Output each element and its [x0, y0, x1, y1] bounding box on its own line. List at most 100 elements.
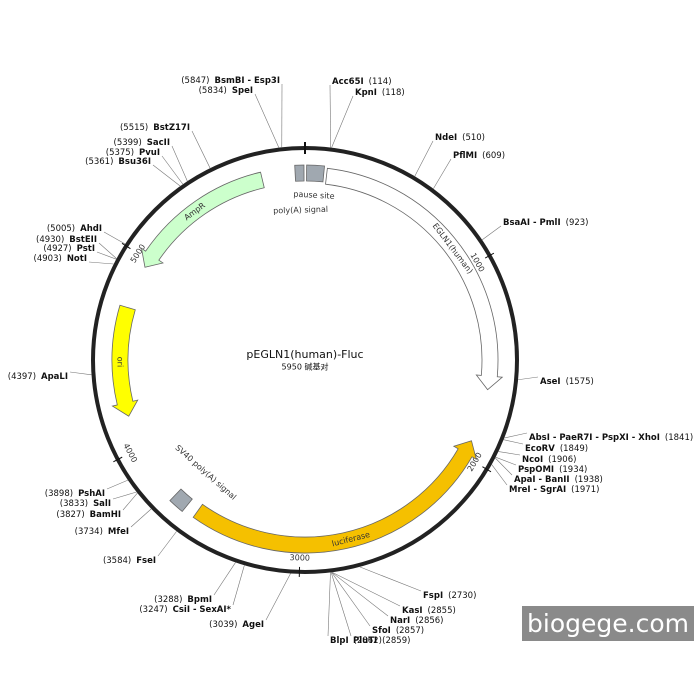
site-position: (5361) [85, 157, 113, 167]
tick-mark [121, 242, 131, 250]
site-label: FspI (2730) [423, 591, 476, 601]
site-position: (3584) [103, 556, 131, 566]
site-label: (4903) NotI [34, 254, 87, 264]
site-label: (5847) BsmBI - Esp3I [181, 76, 280, 86]
tick-mark [113, 456, 123, 463]
site-position: (609) [482, 151, 505, 161]
site-label: (5375) PvuI [106, 148, 160, 158]
site-leader [481, 225, 502, 241]
feature-label: poly(A) signal [273, 205, 328, 216]
site-position: (2862) [354, 636, 382, 646]
site-name: PstI [77, 244, 95, 254]
feature [192, 440, 477, 554]
site-name: BsaAI - PmlI [503, 218, 561, 228]
site-label: KpnI (118) [355, 88, 405, 98]
feature [111, 304, 139, 417]
site-leader [171, 145, 188, 182]
site-label: (5399) SacII [114, 138, 171, 148]
site-label: PflMI (609) [453, 151, 505, 161]
site-position: (4903) [34, 254, 62, 264]
site-label: (3247) CsiI - SexAI* [139, 605, 231, 615]
site-leader [331, 572, 389, 617]
site-name: PvuI [139, 148, 160, 158]
site-name: AgeI [242, 620, 264, 630]
site-label: KasI (2855) [402, 606, 456, 616]
site-name: SpeI [232, 86, 253, 96]
site-name: ApaLI [41, 372, 68, 382]
site-label: BsaAI - PmlI (923) [503, 218, 588, 228]
site-leader [331, 572, 371, 627]
site-label: (3039) AgeI [209, 620, 264, 630]
site-label: (5515) BstZ17I [120, 123, 190, 133]
site-position: (2730) [448, 591, 476, 601]
site-position: (1934) [559, 465, 587, 475]
site-leader [213, 562, 236, 596]
site-name: SfoI [372, 626, 391, 636]
site-name: SacII [147, 138, 170, 148]
site-label: Acc65I (114) [332, 77, 392, 87]
site-position: (5515) [120, 123, 148, 133]
site-name: BamHI [90, 510, 121, 520]
site-leader [495, 456, 517, 466]
site-label: (3898) PshAI [45, 489, 105, 499]
site-position: (5834) [199, 86, 227, 96]
site-position: (118) [382, 88, 405, 98]
site-label: EcoRV (1849) [525, 444, 588, 454]
site-leader [265, 573, 291, 621]
plasmid-name: pEGLN1(human)-Fluc [246, 348, 363, 361]
site-position: (4927) [43, 244, 71, 254]
site-leader [232, 565, 245, 606]
site-leader [106, 479, 129, 490]
site-leader [152, 164, 181, 187]
site-name: NotI [67, 254, 87, 264]
site-name: ApaI - BanII [514, 475, 570, 485]
site-leader [414, 140, 434, 177]
site-leader [98, 242, 117, 259]
site-position: (3039) [209, 620, 237, 630]
site-label: MreI - SgrAI (1971) [509, 485, 599, 495]
site-label: (5361) Bsu36I [85, 157, 151, 167]
site-leader [130, 508, 152, 528]
site-label: PluTI (2859) [353, 636, 410, 646]
site-position: (1849) [560, 444, 588, 454]
site-leader [122, 492, 138, 511]
site-name: Bsu36I [118, 157, 151, 167]
site-name: KasI [402, 606, 423, 616]
site-name: NarI [390, 616, 410, 626]
site-leader [330, 572, 352, 637]
watermark: biogege.com [527, 609, 689, 638]
site-name: MfeI [108, 527, 129, 537]
site-position: (5005) [47, 224, 75, 234]
site-position: (1938) [575, 475, 603, 485]
site-leader [359, 566, 422, 592]
site-leader [518, 376, 539, 381]
site-position: (1906) [548, 455, 576, 465]
feature [140, 171, 265, 268]
site-name: PluTI [353, 636, 377, 646]
site-name: EcoRV [525, 444, 555, 454]
site-position: (2856) [415, 616, 443, 626]
site-name: BstEII [69, 235, 97, 245]
site-name: BpmI [187, 595, 212, 605]
feature-label: pause site [293, 190, 335, 201]
site-position: (3734) [75, 527, 103, 537]
site-name: FspI [423, 591, 443, 601]
feature [294, 164, 305, 182]
site-position: (1575) [566, 377, 594, 387]
site-leader [103, 231, 126, 245]
site-position: (4397) [8, 372, 36, 382]
site-label: (3827) BamHI [56, 510, 121, 520]
site-label: (4927) PstI [43, 244, 95, 254]
site-position: (2855) [428, 606, 456, 616]
site-name: PflMI [453, 151, 477, 161]
site-name: FseI [136, 556, 156, 566]
site-name: NcoI [522, 455, 543, 465]
site-name: MreI - SgrAI [509, 485, 566, 495]
site-label: (5005) AhdI [47, 224, 102, 234]
site-position: (5375) [106, 148, 134, 158]
site-leader [327, 572, 331, 637]
watermark-box [522, 606, 694, 641]
site-name: NdeI [435, 133, 457, 143]
site-leader [503, 439, 524, 445]
site-leader [112, 491, 137, 500]
